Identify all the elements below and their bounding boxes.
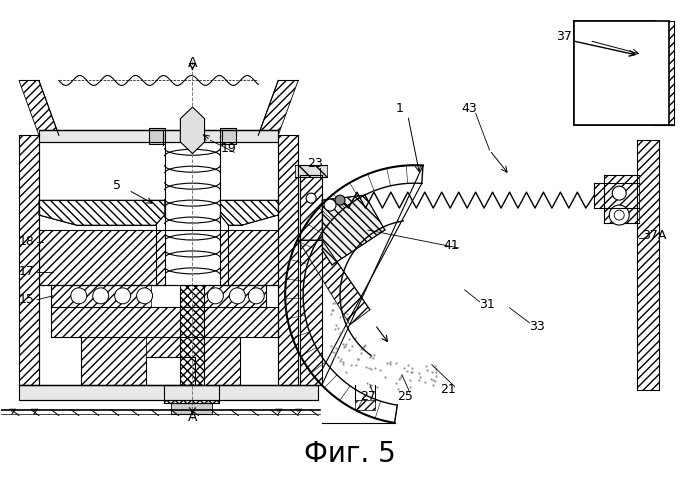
Text: 41: 41 <box>444 239 459 252</box>
Bar <box>187 285 266 307</box>
Bar <box>575 21 669 125</box>
Bar <box>604 175 639 223</box>
Polygon shape <box>180 107 205 153</box>
Bar <box>19 135 39 385</box>
Text: 23: 23 <box>308 157 323 170</box>
Polygon shape <box>39 200 164 225</box>
Text: 19: 19 <box>220 142 236 155</box>
Text: Фиг. 5: Фиг. 5 <box>304 440 396 468</box>
Text: 37A: 37A <box>642 228 666 241</box>
Bar <box>164 385 219 402</box>
Bar <box>637 140 659 390</box>
Polygon shape <box>322 195 385 265</box>
Circle shape <box>229 288 245 304</box>
Text: 21: 21 <box>440 383 456 396</box>
Text: 25: 25 <box>397 390 413 403</box>
Bar <box>278 135 298 385</box>
Text: A: A <box>188 55 197 69</box>
Text: 15: 15 <box>19 293 35 306</box>
Polygon shape <box>258 80 298 135</box>
Circle shape <box>324 199 336 211</box>
Text: 43: 43 <box>462 102 477 115</box>
Bar <box>19 385 318 400</box>
Bar <box>39 130 278 142</box>
Circle shape <box>248 288 264 304</box>
Circle shape <box>610 205 629 225</box>
Bar <box>355 400 375 410</box>
Bar <box>171 402 212 414</box>
Bar <box>300 175 322 385</box>
Text: 27: 27 <box>360 390 376 403</box>
Bar <box>594 183 639 208</box>
Circle shape <box>136 288 152 304</box>
Bar <box>51 285 150 307</box>
Bar <box>654 21 674 125</box>
Circle shape <box>208 288 224 304</box>
Bar <box>220 230 278 285</box>
Bar <box>180 285 204 385</box>
Polygon shape <box>19 80 59 135</box>
Bar <box>81 337 145 385</box>
Text: 5: 5 <box>113 179 121 192</box>
Text: 37: 37 <box>556 30 572 43</box>
Bar <box>39 230 164 285</box>
Bar <box>149 128 164 144</box>
Bar <box>145 357 196 385</box>
Text: 33: 33 <box>530 320 545 333</box>
Polygon shape <box>298 240 370 325</box>
Circle shape <box>614 210 624 220</box>
Circle shape <box>115 288 131 304</box>
Polygon shape <box>220 200 278 225</box>
Bar <box>145 337 240 385</box>
Circle shape <box>612 186 626 200</box>
Bar <box>220 128 236 144</box>
Text: 17: 17 <box>19 265 35 278</box>
Circle shape <box>93 288 109 304</box>
Circle shape <box>306 193 316 203</box>
Text: 18: 18 <box>19 236 35 249</box>
Circle shape <box>335 195 345 205</box>
Text: 1: 1 <box>396 102 404 115</box>
Text: 31: 31 <box>479 298 494 311</box>
Circle shape <box>71 288 87 304</box>
Bar <box>295 165 327 177</box>
Text: A: A <box>188 411 197 424</box>
Bar <box>51 307 278 337</box>
